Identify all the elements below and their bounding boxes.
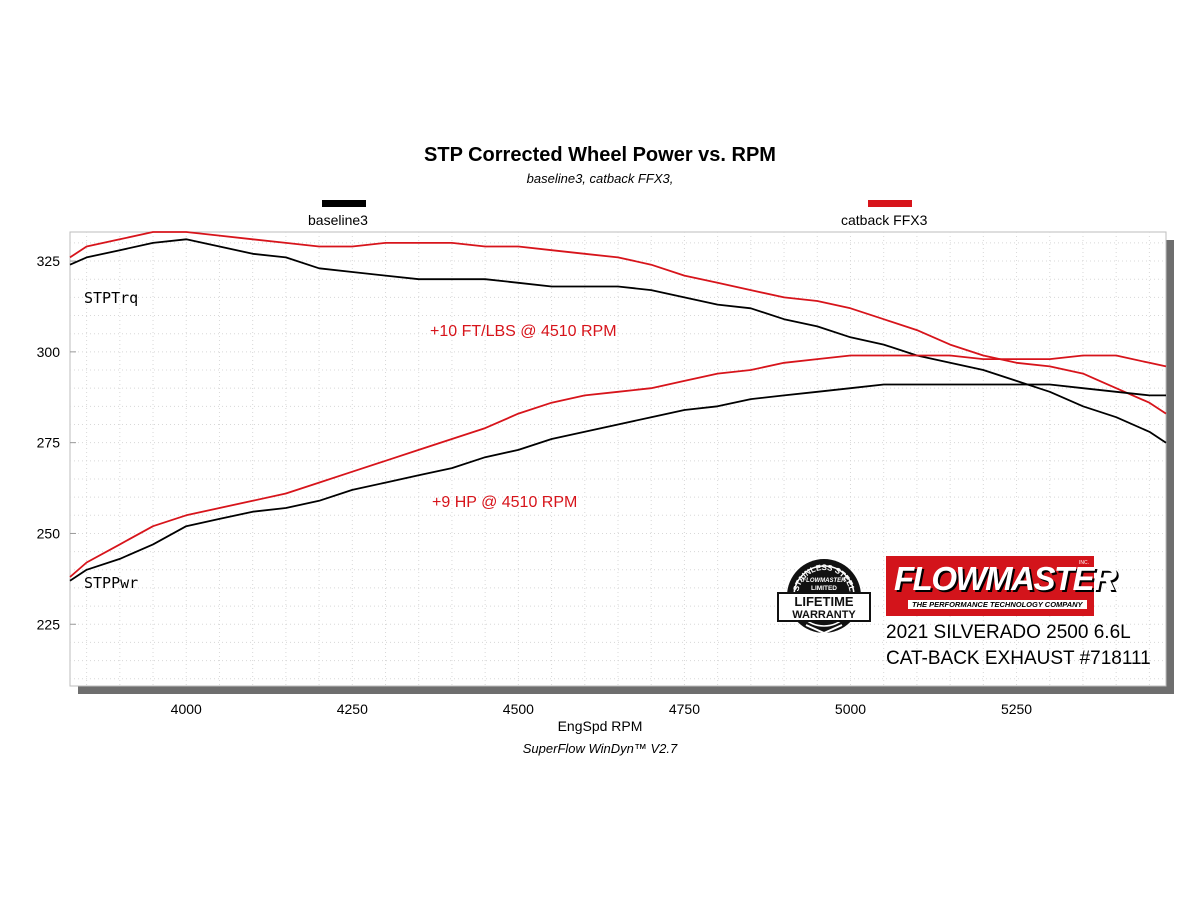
software-credit: SuperFlow WinDyn™ V2.7 <box>522 741 678 756</box>
warranty-line2: WARRANTY <box>792 609 856 621</box>
series-lines <box>69 231 1167 582</box>
series-line-stptrq-catback <box>69 231 1167 415</box>
x-tick-label: 5000 <box>835 701 866 717</box>
y-axis-ticks: 325 300 275 250 225 <box>37 253 76 632</box>
warranty-badge: STAINLESS STEEL FLOWMASTER LIMITED LIFET… <box>777 559 871 635</box>
grid <box>70 232 1166 686</box>
y-tick-label: 325 <box>37 253 61 269</box>
flowmaster-inc: INC. <box>1079 560 1089 566</box>
legend-swatch-catback <box>868 200 912 207</box>
legend-label-baseline: baseline3 <box>308 212 368 228</box>
warranty-brand-text: FLOWMASTER <box>803 578 847 584</box>
x-tick-label: 4250 <box>337 701 368 717</box>
vehicle-caption: 2021 SILVERADO 2500 6.6L <box>886 622 1131 643</box>
hp-gain-annotation: +9 HP @ 4510 RPM <box>432 494 578 511</box>
chart-title: STP Corrected Wheel Power vs. RPM <box>424 144 776 166</box>
legend-label-catback: catback FFX3 <box>841 212 928 228</box>
flowmaster-wordmark: FLOWMASTER <box>894 560 1117 597</box>
x-axis-label: EngSpd RPM <box>557 718 643 734</box>
flowmaster-tagline: THE PERFORMANCE TECHNOLOGY COMPANY <box>908 600 1087 609</box>
series-line-stppwr-catback <box>69 354 1167 578</box>
series-line-stppwr-baseline <box>69 383 1166 582</box>
part-caption: CAT-BACK EXHAUST #718111 <box>886 648 1151 669</box>
x-tick-label: 4000 <box>171 701 202 717</box>
flowmaster-logo: FLOWMASTER INC. THE PERFORMANCE TECHNOLO… <box>886 556 1117 616</box>
power-series-label: STPPwr <box>84 574 139 592</box>
warranty-limited-text: LIMITED <box>811 585 837 592</box>
y-tick-label: 250 <box>37 525 61 541</box>
x-tick-label: 4500 <box>503 701 534 717</box>
y-tick-label: 300 <box>37 344 61 360</box>
x-tick-label: 5250 <box>1001 701 1032 717</box>
legend-swatch-baseline <box>322 200 366 207</box>
warranty-line1: LIFETIME <box>794 594 854 609</box>
y-tick-label: 225 <box>37 616 61 632</box>
chart-subtitle: baseline3, catback FFX3, <box>526 171 674 186</box>
x-axis-ticks: 4000 4250 4500 4750 5000 5250 <box>171 701 1033 717</box>
y-tick-label: 275 <box>37 435 61 451</box>
torque-series-label: STPTrq <box>84 289 139 307</box>
torque-gain-annotation: +10 FT/LBS @ 4510 RPM <box>430 323 617 340</box>
x-tick-label: 4750 <box>669 701 700 717</box>
series-line-stptrq-baseline <box>69 238 1167 444</box>
